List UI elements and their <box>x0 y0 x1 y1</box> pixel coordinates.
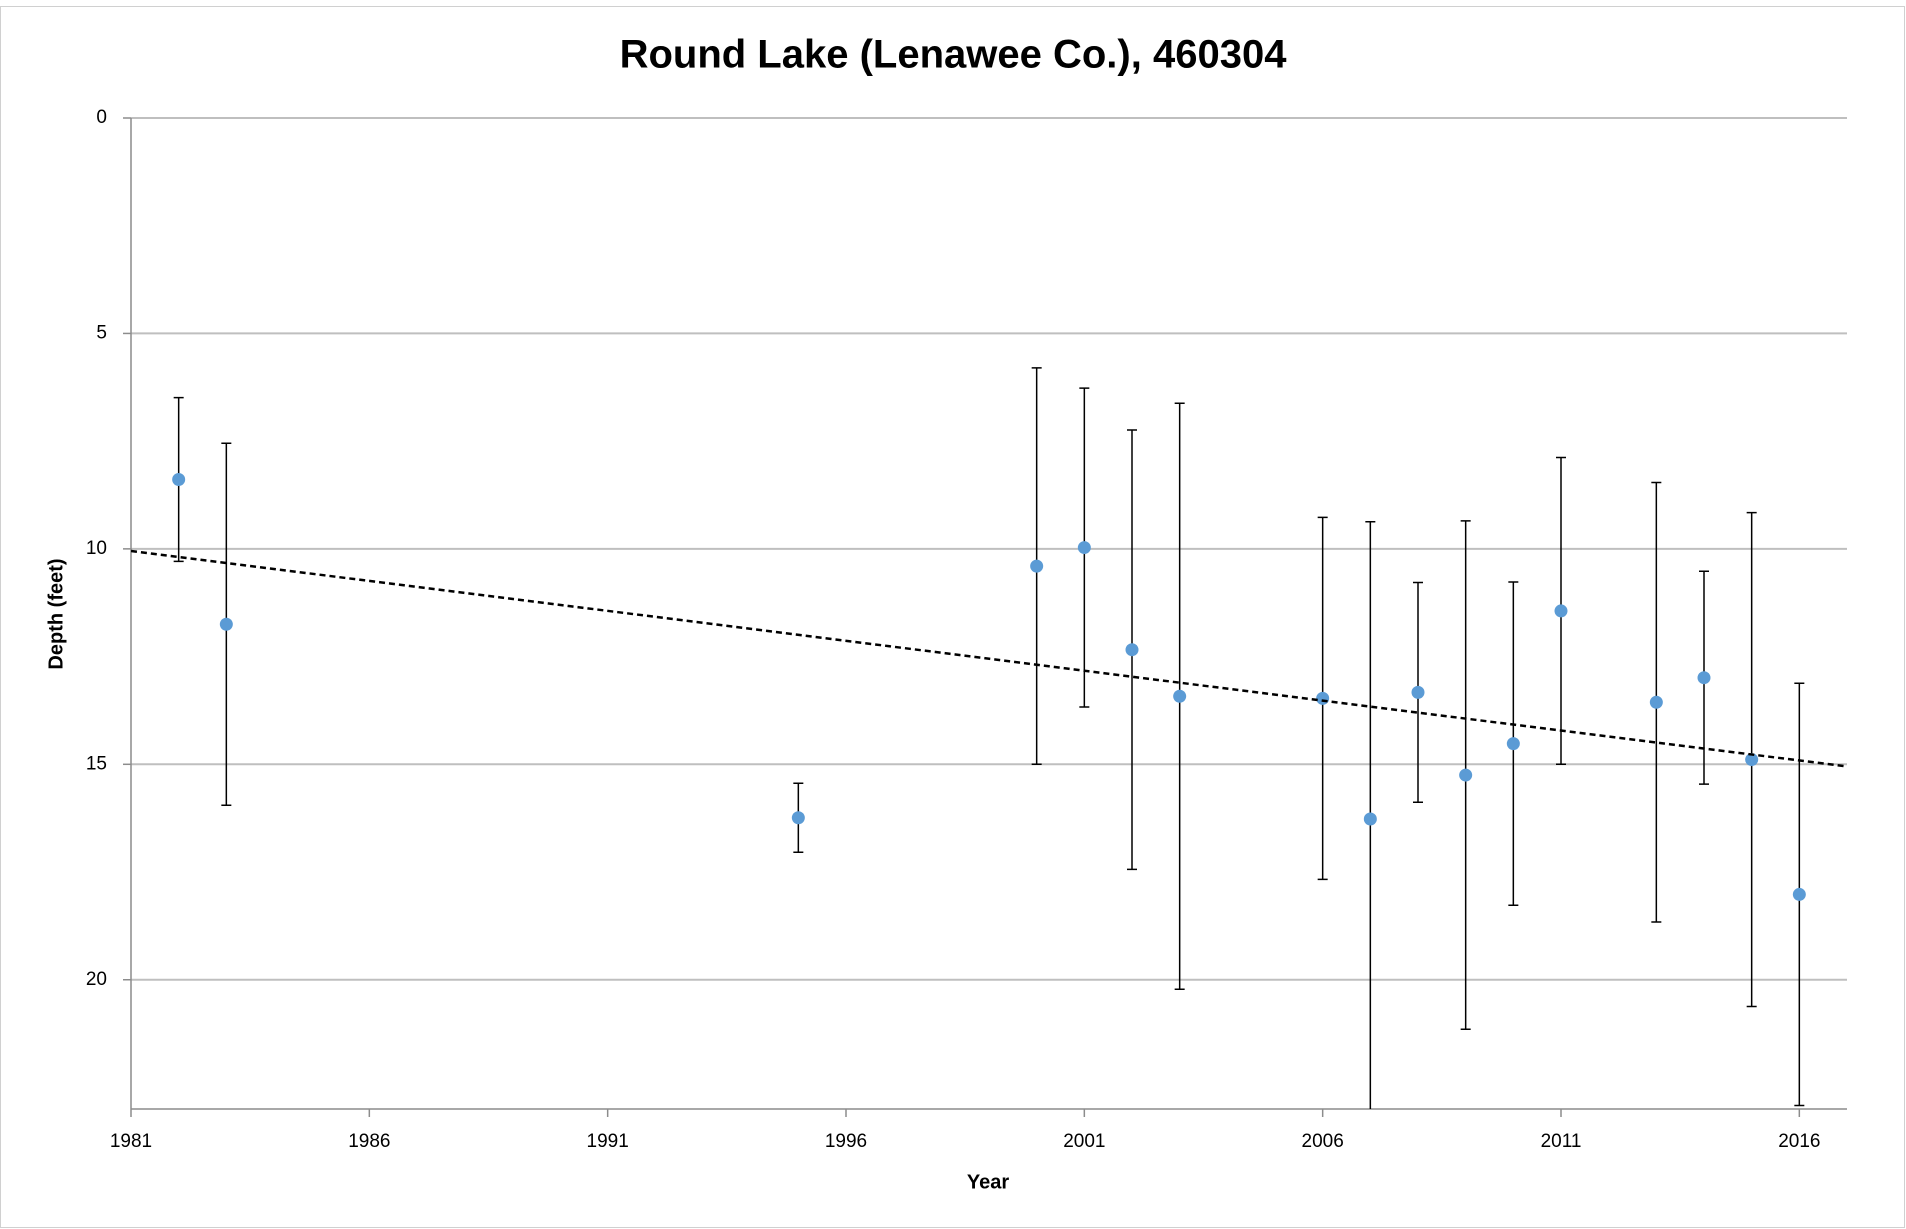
data-point <box>1506 737 1520 751</box>
x-tick-label: 1981 <box>110 1131 152 1152</box>
plot-area <box>131 367 1847 1109</box>
data-point <box>1173 689 1187 703</box>
data-point <box>219 617 233 631</box>
x-tick-label: 1986 <box>348 1131 390 1152</box>
y-axis-title: Depth (feet) <box>45 558 67 669</box>
data-point <box>791 811 805 825</box>
x-axis-title: Year <box>967 1171 1009 1193</box>
y-tick-label: 15 <box>86 753 107 774</box>
data-point <box>1030 559 1044 573</box>
data-point <box>1316 691 1330 705</box>
x-tick-label: 1991 <box>587 1131 629 1152</box>
x-tick-label: 2016 <box>1778 1131 1820 1152</box>
data-point <box>1554 604 1568 618</box>
x-tick-label: 2011 <box>1541 1131 1582 1152</box>
data-point <box>1792 887 1806 901</box>
x-tick-label: 1996 <box>825 1131 867 1152</box>
data-point <box>1745 753 1759 767</box>
y-tick-label: 0 <box>96 107 107 128</box>
data-point <box>1411 685 1425 699</box>
y-tick-label: 10 <box>86 538 107 559</box>
x-tick-label: 2006 <box>1302 1131 1344 1152</box>
data-point <box>1125 643 1139 657</box>
chart-title: Round Lake (Lenawee Co.), 460304 <box>620 33 1288 77</box>
y-tick-label: 20 <box>86 969 107 990</box>
x-tick-label: 2001 <box>1063 1131 1105 1152</box>
trendline <box>131 549 1847 768</box>
data-point <box>1649 695 1663 709</box>
data-point <box>1363 812 1377 826</box>
chart-border <box>0 6 1905 1228</box>
data-point <box>1077 541 1091 555</box>
data-point <box>1459 768 1473 782</box>
data-point <box>172 472 186 486</box>
y-tick-label: 5 <box>96 322 107 343</box>
data-point <box>1697 671 1711 685</box>
